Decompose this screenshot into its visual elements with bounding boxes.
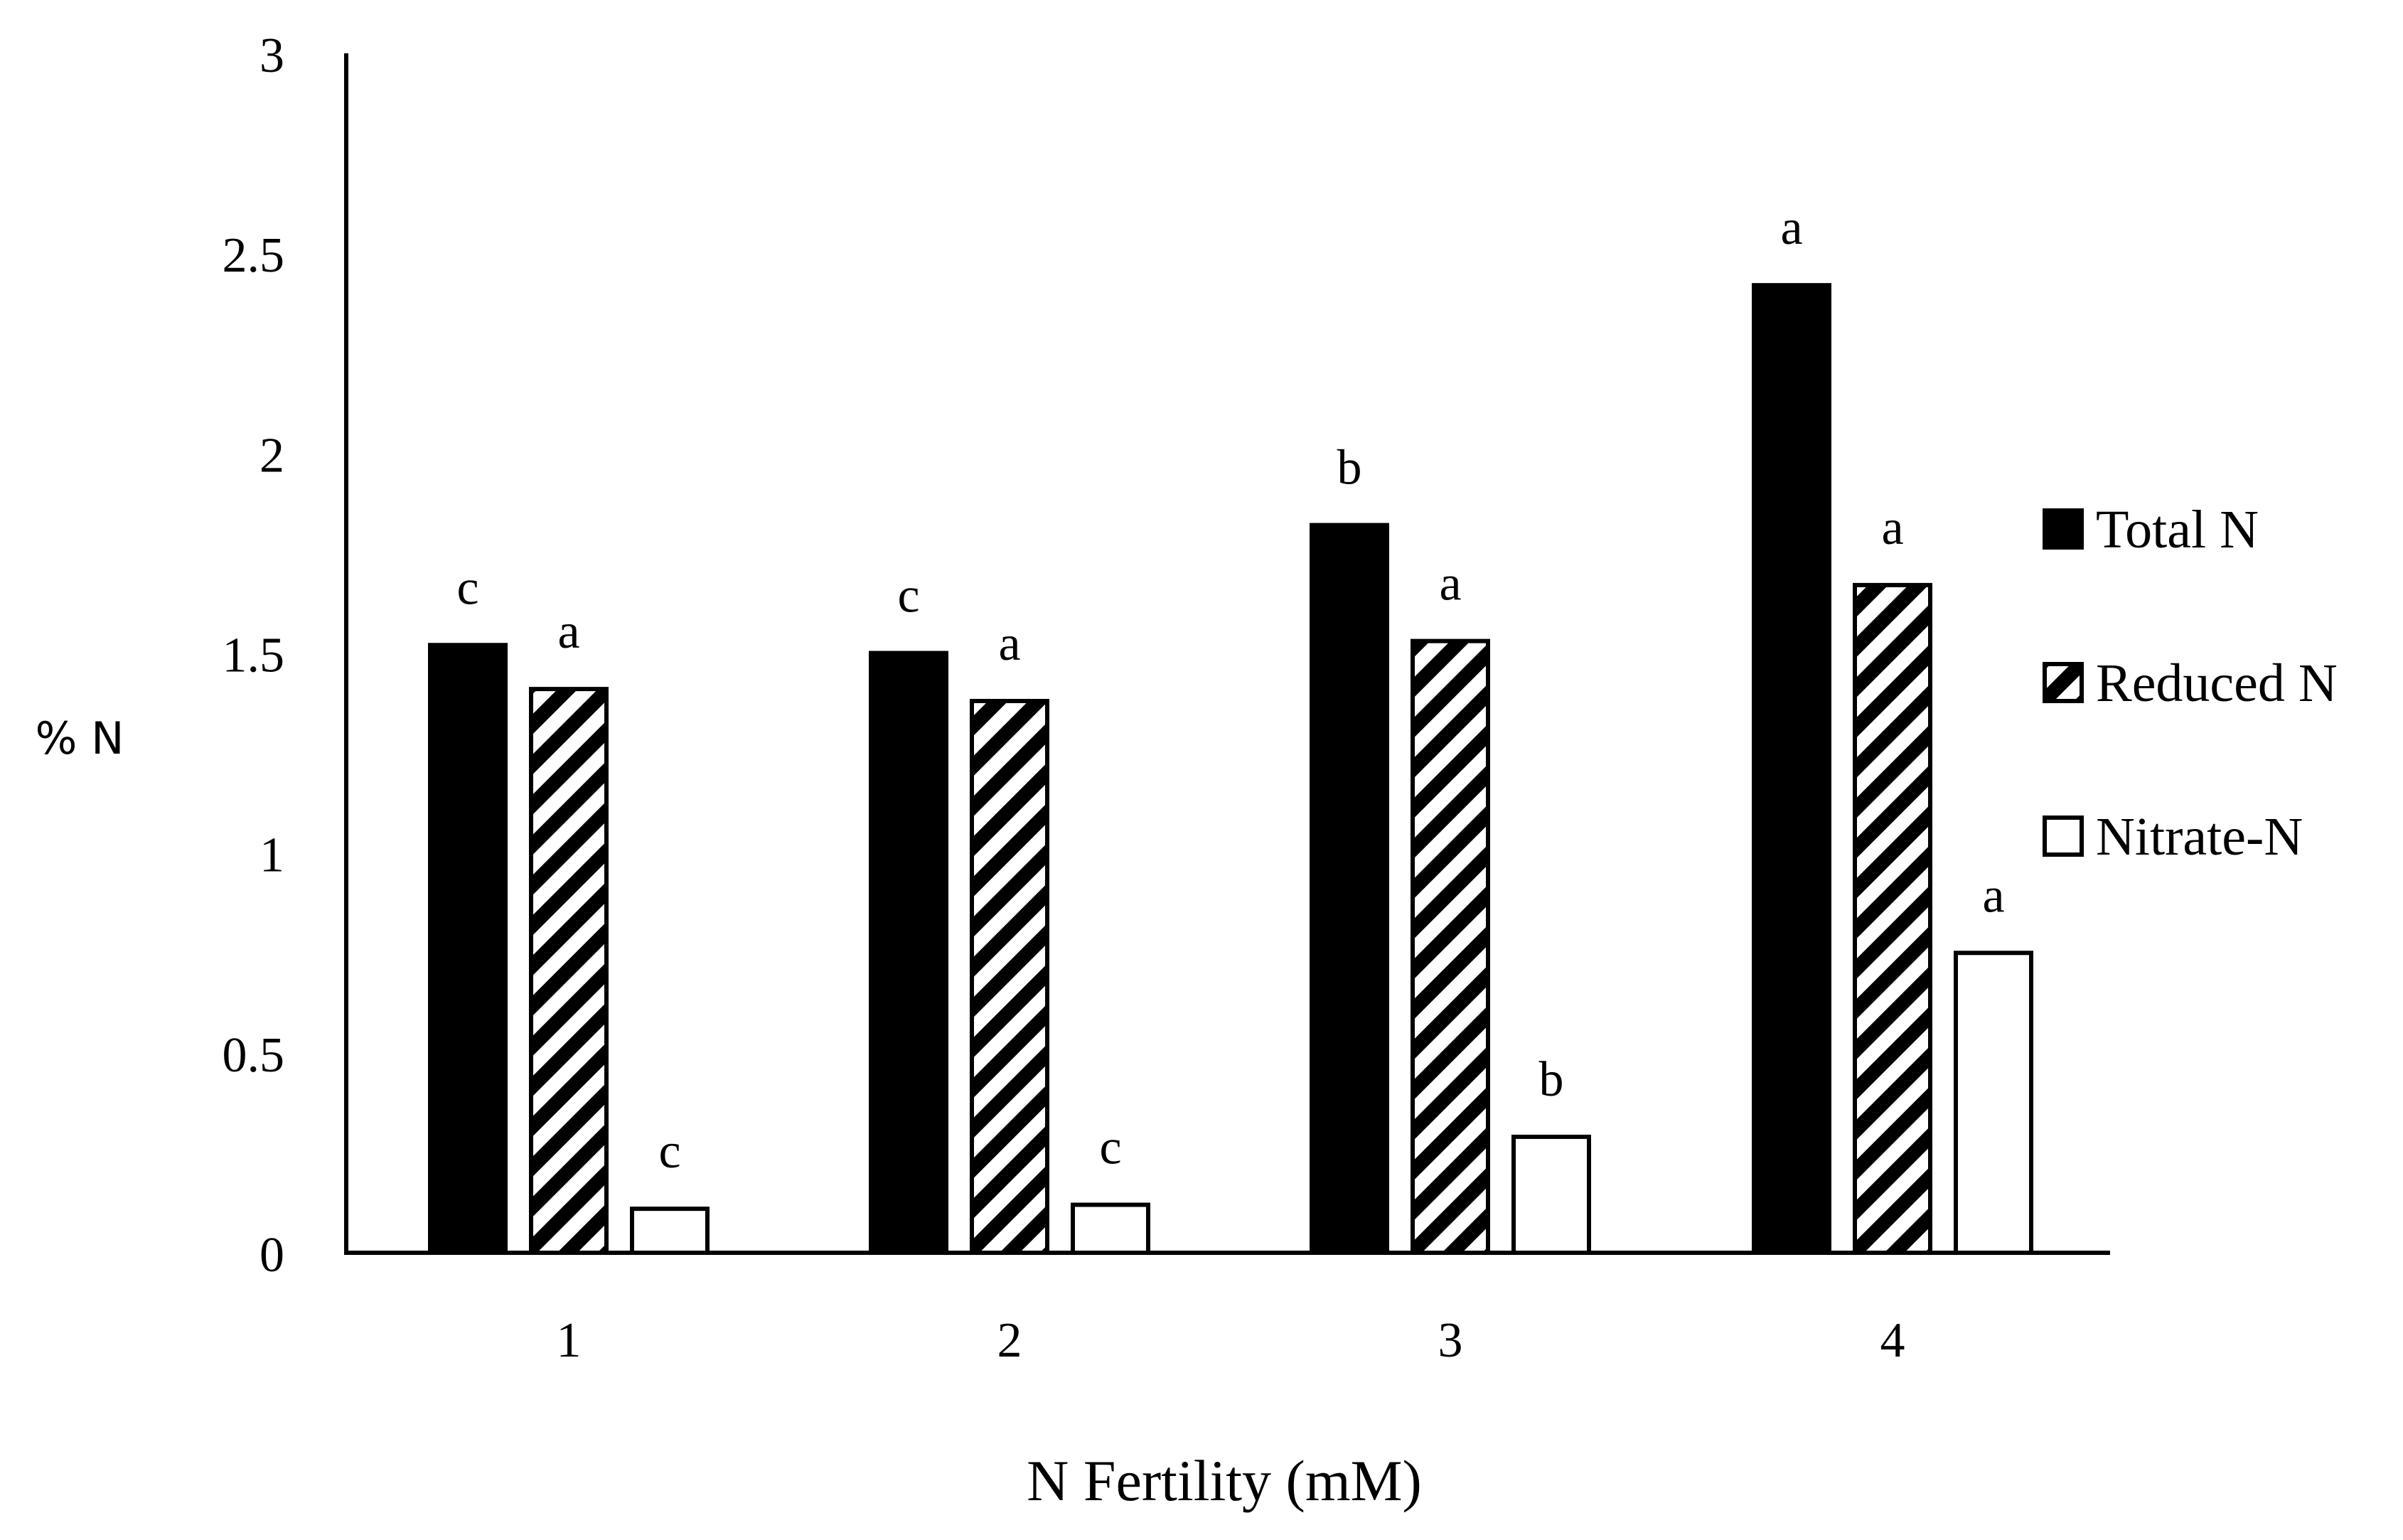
significance-letter: a (1439, 557, 1461, 611)
legend: Total N Reduced N Nitrate-N (2043, 500, 2338, 867)
axes (344, 53, 2110, 1255)
x-tick-label: 4 (1880, 1313, 1905, 1368)
bar-nitrate-n-3 (1511, 1134, 1591, 1255)
y-tick-label: 2.5 (223, 228, 285, 283)
significance-letter: a (1982, 868, 2004, 923)
y-tick-label: 0.5 (223, 1028, 285, 1083)
bar-nitrate-n-4 (1954, 951, 2033, 1255)
y-tick-label: 0 (259, 1228, 284, 1283)
y-tick-label: 3 (259, 28, 284, 83)
bar-nitrate-n-1 (630, 1207, 710, 1255)
x-tick-labels: 1 2 3 4 (557, 1313, 1905, 1368)
bar-reduced-n-3 (1411, 638, 1490, 1255)
bar-total-n-4 (1752, 283, 1831, 1255)
legend-label: Reduced N (2096, 653, 2338, 713)
legend-label: Total N (2096, 500, 2259, 560)
legend-swatch (2043, 508, 2084, 550)
x-tick-label: 3 (1438, 1313, 1463, 1368)
legend-swatch (2043, 662, 2084, 703)
bar-reduced-n-2 (970, 698, 1049, 1255)
x-tick-label: 1 (557, 1313, 582, 1368)
y-tick-label: 1.5 (223, 629, 285, 683)
y-tick-labels: 0 0.5 1 1.5 2 2.5 3 (223, 28, 285, 1283)
bar-total-n-3 (1310, 523, 1389, 1255)
significance-letter: a (998, 616, 1020, 671)
bar-total-n-2 (869, 651, 948, 1255)
bar-reduced-n-1 (529, 687, 609, 1255)
y-tick-label: 1 (259, 828, 284, 883)
y-tick-label: 2 (259, 428, 284, 483)
significance-letter: c (1099, 1121, 1121, 1175)
bar-nitrate-n-2 (1071, 1202, 1150, 1256)
bars-layer (428, 283, 2033, 1256)
significance-letter: a (1881, 501, 1903, 555)
significance-letter: c (658, 1124, 680, 1179)
bar-reduced-n-4 (1853, 582, 1932, 1255)
significance-letter: c (897, 569, 919, 624)
significance-letters: c c b a a a a a c c b a (456, 200, 2004, 1179)
y-axis-title: % N (36, 712, 124, 764)
legend-label: Nitrate-N (2096, 807, 2303, 867)
significance-letter: a (1780, 200, 1802, 255)
significance-letter: b (1539, 1052, 1564, 1107)
significance-letter: b (1337, 441, 1362, 496)
bar-total-n-1 (428, 643, 508, 1255)
legend-swatch (2043, 816, 2084, 857)
significance-letter: c (456, 560, 478, 615)
x-axis-title: N Fertility (mM) (1027, 1448, 1422, 1513)
x-tick-label: 2 (997, 1313, 1022, 1368)
significance-letter: a (557, 604, 579, 659)
